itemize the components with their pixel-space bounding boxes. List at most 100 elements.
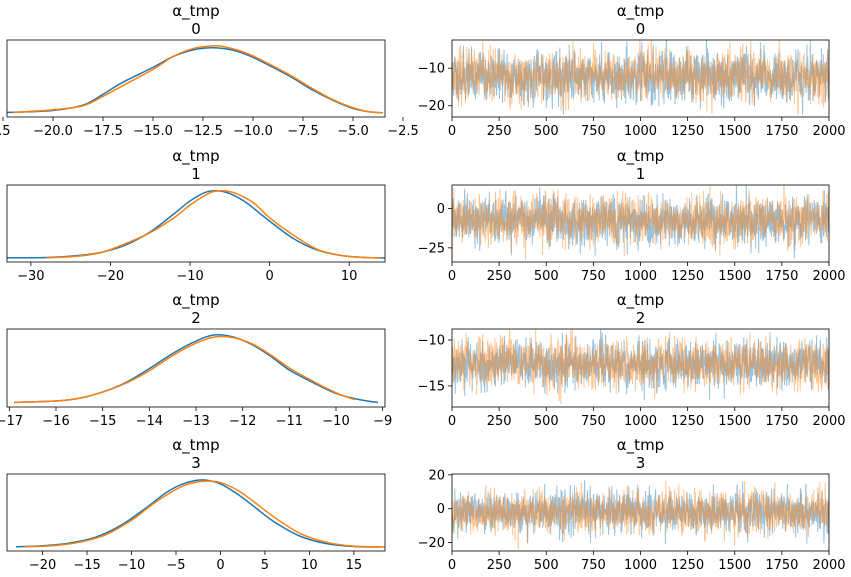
x-tick-label: −9 xyxy=(373,414,392,429)
x-tick-label: −10.0 xyxy=(233,124,273,139)
plot-area xyxy=(7,44,384,114)
x-tick-label: 1750 xyxy=(765,269,798,284)
panel-title-variable: α_tmp xyxy=(172,291,219,310)
panel-title-variable: α_tmp xyxy=(617,436,664,455)
x-tick-label: −12 xyxy=(229,414,256,429)
panel-title-variable: α_tmp xyxy=(617,147,664,166)
x-tick-label: 15 xyxy=(346,558,363,573)
plot-area xyxy=(7,189,385,259)
x-tick-label: 1250 xyxy=(671,124,704,139)
x-tick-label: 1750 xyxy=(765,124,798,139)
panel-title-index: 0 xyxy=(636,20,646,38)
density-line-chain-0 xyxy=(13,333,379,404)
density-line-chain-1 xyxy=(12,44,384,114)
x-tick-label: −17 xyxy=(0,414,23,429)
trace-line-chain-0 xyxy=(452,329,829,401)
x-tick-label: 2000 xyxy=(812,414,845,429)
x-tick-label: −17.5 xyxy=(83,124,123,139)
panel-title-variable: α_tmp xyxy=(172,147,219,166)
density-line-chain-1 xyxy=(46,189,382,259)
x-tick-label: 1750 xyxy=(765,414,798,429)
x-tick-label: 2000 xyxy=(812,558,845,573)
x-tick-label: 1500 xyxy=(718,414,751,429)
x-tick-label: 1250 xyxy=(671,414,704,429)
x-tick-label: −10 xyxy=(118,558,145,573)
y-tick-label: −25 xyxy=(418,241,445,256)
x-tick-label: 0 xyxy=(448,414,456,429)
panel-title-index: 1 xyxy=(636,165,646,183)
panel-title-variable: α_tmp xyxy=(172,2,219,21)
x-tick-label: −13 xyxy=(182,414,209,429)
x-tick-label: −10 xyxy=(322,414,349,429)
x-tick-label: −5 xyxy=(166,558,185,573)
x-tick-label: −5.0 xyxy=(337,124,369,139)
panel-title-variable: α_tmp xyxy=(617,2,664,21)
panel-title-index: 3 xyxy=(636,454,646,472)
x-tick-label: 750 xyxy=(581,124,606,139)
y-tick-label: 0 xyxy=(437,202,445,217)
x-tick-label: 1000 xyxy=(624,269,657,284)
axes-frame xyxy=(6,473,386,552)
trace-line-chain-1 xyxy=(452,480,829,550)
x-tick-label: −12.5 xyxy=(183,124,223,139)
y-tick-label: −15 xyxy=(418,379,445,394)
trace-line-chain-0 xyxy=(452,40,829,116)
x-tick-label: −10 xyxy=(176,269,203,284)
density-line-chain-0 xyxy=(7,47,384,114)
x-tick-label: 0 xyxy=(448,558,456,573)
x-tick-label: 2000 xyxy=(812,269,845,284)
panel-title-index: 1 xyxy=(191,165,201,183)
panel-title-variable: α_tmp xyxy=(617,291,664,310)
x-tick-label: 500 xyxy=(534,124,559,139)
panel-title-index: 2 xyxy=(191,309,201,327)
x-tick-label: 1750 xyxy=(765,558,798,573)
x-tick-label: 250 xyxy=(487,558,512,573)
x-tick-label: 0 xyxy=(448,124,456,139)
plot-area xyxy=(452,479,829,550)
panel-title-index: 2 xyxy=(636,309,646,327)
density-line-chain-1 xyxy=(13,335,355,404)
x-tick-label: −7.5 xyxy=(287,124,319,139)
x-tick-label: 1000 xyxy=(624,558,657,573)
y-tick-label: −20 xyxy=(418,536,445,551)
x-tick-label: 750 xyxy=(581,558,606,573)
x-tick-label: 250 xyxy=(487,269,512,284)
x-tick-label: 1500 xyxy=(718,558,751,573)
x-tick-label: 10 xyxy=(341,269,358,284)
x-tick-label: 1500 xyxy=(718,269,751,284)
x-tick-label: 750 xyxy=(581,414,606,429)
trace-line-chain-0 xyxy=(452,185,829,259)
x-tick-label: −15.0 xyxy=(133,124,173,139)
x-tick-label: 1250 xyxy=(671,269,704,284)
plot-area xyxy=(15,479,385,548)
x-tick-label: −16 xyxy=(42,414,69,429)
panel-title-index: 0 xyxy=(191,20,201,38)
x-tick-label: −11 xyxy=(276,414,303,429)
x-tick-label: −20 xyxy=(97,269,124,284)
x-tick-label: 250 xyxy=(487,124,512,139)
plot-area xyxy=(452,329,829,405)
axes-frame xyxy=(6,184,386,263)
x-tick-label: −14 xyxy=(136,414,163,429)
x-tick-label: 750 xyxy=(581,269,606,284)
y-tick-label: −20 xyxy=(418,99,445,114)
x-tick-label: 5 xyxy=(261,558,269,573)
x-tick-label: 0 xyxy=(265,269,273,284)
x-tick-label: 2000 xyxy=(812,124,845,139)
x-tick-label: 1000 xyxy=(624,124,657,139)
y-tick-label: −10 xyxy=(418,62,445,77)
plot-area xyxy=(13,333,379,404)
y-tick-label: 20 xyxy=(428,468,445,483)
x-tick-label: 500 xyxy=(534,414,559,429)
x-tick-label: 10 xyxy=(301,558,318,573)
x-tick-label: −15 xyxy=(73,558,100,573)
density-line-chain-0 xyxy=(15,479,381,548)
